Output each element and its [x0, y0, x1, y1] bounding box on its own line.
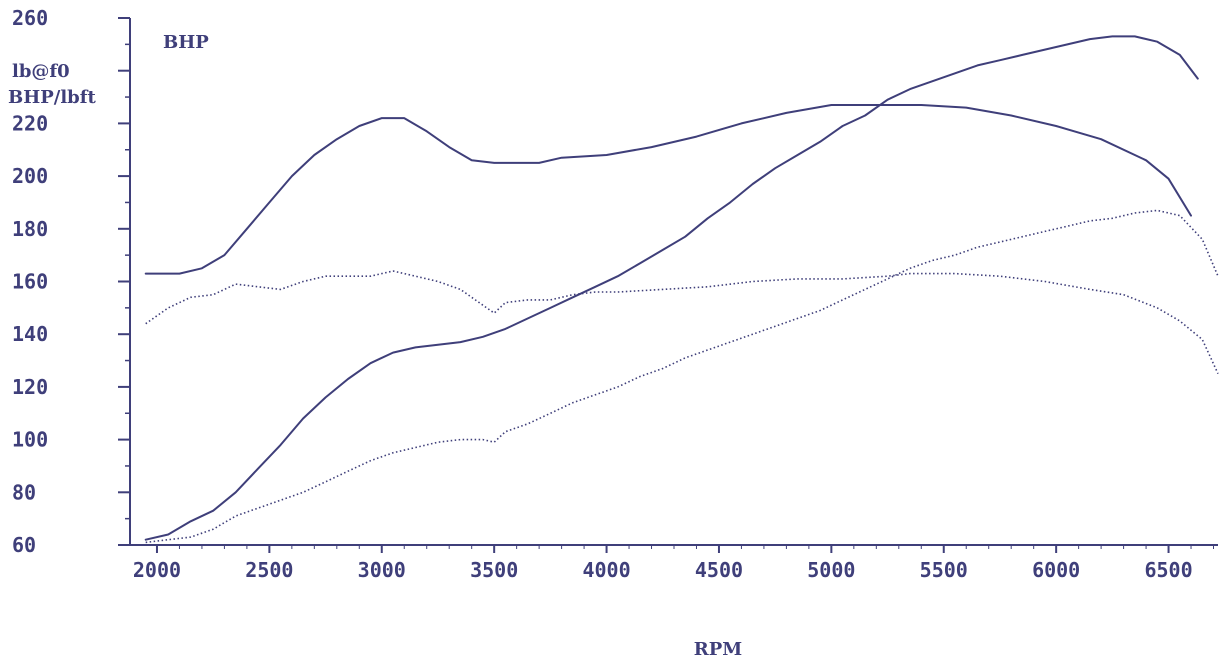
- axes: 60 80 100 120 140 160 180 200 220 260 2000 2500 3000…: [12, 6, 1218, 582]
- y-tick-label: 180: [12, 217, 48, 241]
- y-tick-label: 140: [12, 322, 48, 346]
- x-axis-label: RPM: [694, 639, 742, 660]
- x-tick-label: 3500: [470, 558, 518, 582]
- series-1-line: [144, 104, 1192, 275]
- y-axis-label-line2: BHP/lbft: [8, 87, 96, 108]
- y-tick-label: 200: [12, 164, 48, 188]
- series-layer: [144, 35, 1219, 544]
- y-tick-label: 100: [12, 428, 48, 452]
- series-2-line: [144, 35, 1199, 541]
- y-tick-label: 120: [12, 375, 48, 399]
- y-tick-label: 220: [12, 111, 48, 135]
- y-tick-label: 260: [12, 6, 48, 30]
- x-tick-label: 5000: [807, 558, 855, 582]
- x-tick-label: 6000: [1032, 558, 1080, 582]
- y-tick-label: 60: [12, 533, 36, 557]
- y-tick-label: 80: [12, 480, 36, 504]
- x-tick-label: 2500: [245, 558, 293, 582]
- labels: BHP lb@f0 BHP/lbft RPM: [8, 32, 742, 660]
- x-tick-label: 3000: [358, 558, 406, 582]
- x-tick-label: 5500: [920, 558, 968, 582]
- x-tick-label: 4000: [582, 558, 630, 582]
- x-tick-label: 2000: [133, 558, 181, 582]
- bhp-label: BHP: [163, 32, 209, 53]
- series-4-line: [145, 209, 1219, 544]
- series-3-line: [145, 270, 1219, 375]
- x-tick-label: 6500: [1144, 558, 1192, 582]
- y-axis-label-line1: lb@f0: [12, 61, 70, 82]
- x-tick-label: 4500: [695, 558, 743, 582]
- y-tick-label: 160: [12, 270, 48, 294]
